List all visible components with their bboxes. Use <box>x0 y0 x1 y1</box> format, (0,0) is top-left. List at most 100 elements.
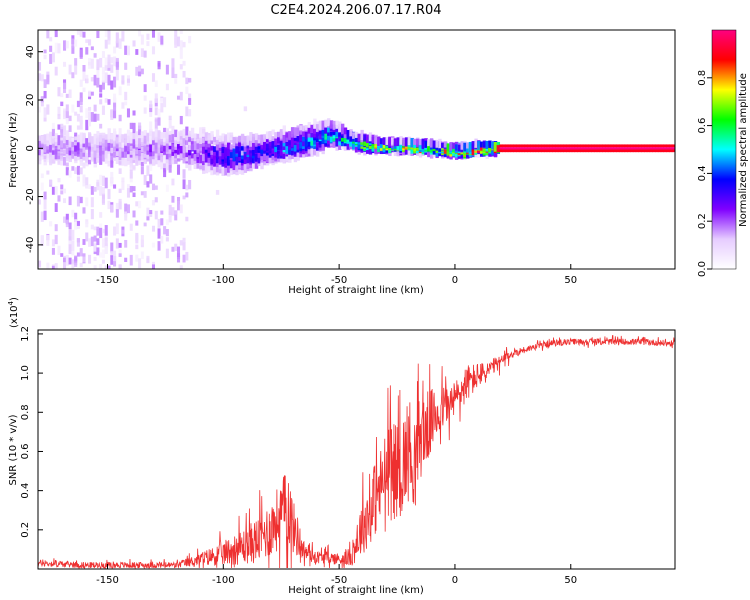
spectrogram-cell <box>318 120 323 131</box>
x-tick-label: 50 <box>564 275 577 286</box>
spectrogram-cell <box>157 130 161 141</box>
spectrogram-cell <box>321 120 325 130</box>
spectrogram-cell <box>324 119 328 128</box>
spectrogram-cell <box>60 190 64 195</box>
spectrogram-cell <box>71 72 75 79</box>
spectrogram-cell <box>252 133 256 144</box>
spectrogram-cell <box>179 115 183 125</box>
spectrogram-cell <box>568 147 573 150</box>
spectrogram-cell <box>90 112 94 122</box>
spectrogram-cell <box>179 150 184 159</box>
spectrogram-cell <box>113 144 117 152</box>
spectrogram-cell <box>549 147 553 150</box>
spectrogram-cell <box>221 148 225 160</box>
spectrogram-cell <box>210 165 214 176</box>
spectrogram-cell <box>207 165 211 173</box>
spectrogram-cell <box>88 106 92 111</box>
spectrogram-cell <box>126 188 130 198</box>
spectrogram-cell <box>49 221 53 227</box>
spectrogram-cell <box>663 149 667 153</box>
spectrogram-cell <box>671 144 675 148</box>
spectrogram-cell <box>149 121 153 131</box>
spectrogram-cell <box>502 147 506 150</box>
spectrogram-cell <box>76 165 80 175</box>
spectrogram-cell <box>129 254 133 266</box>
spectrogram-cell <box>140 161 144 167</box>
spectrogram-cell <box>238 145 242 153</box>
spectrogram-cell <box>79 120 83 130</box>
spectrogram-cell <box>315 124 320 133</box>
spectrogram-cell <box>165 248 169 259</box>
spectrogram-cell <box>149 174 153 184</box>
spectrogram-cell <box>149 129 153 138</box>
spectrogram-cell <box>129 152 134 164</box>
spectrogram-cell <box>165 155 170 164</box>
spectrogram-cell <box>113 56 117 67</box>
spectrogram-cell <box>96 135 100 146</box>
spectrogram-cell <box>74 111 78 116</box>
spectrogram-cell <box>74 136 78 141</box>
spectrogram-cell <box>57 135 61 146</box>
spectrogram-cell <box>176 95 181 100</box>
spectrogram-cell <box>132 150 136 161</box>
spectrogram-cell <box>265 151 270 163</box>
spectrogram-cell <box>74 65 78 75</box>
spectrogram-cell <box>96 152 100 162</box>
spectrogram-cell <box>171 67 175 79</box>
spectrogram-cell <box>132 186 136 192</box>
spectrogram-cell <box>163 130 167 138</box>
spectrogram-cell <box>126 132 131 143</box>
spectrogram-cell <box>185 134 189 141</box>
spectrogram-cell <box>596 149 601 153</box>
spectrogram-cell <box>174 149 178 159</box>
spectrogram-cell <box>168 143 173 150</box>
spectrogram-cell <box>224 152 228 164</box>
spectrogram-cell <box>213 150 217 156</box>
spectrogram-cell <box>541 147 545 150</box>
spectrogram-cell <box>43 90 47 99</box>
spectrogram-cell <box>74 39 78 47</box>
spectrogram-cell <box>43 54 47 60</box>
spectrogram-cell <box>532 147 537 150</box>
spectrogram-cell <box>302 147 306 155</box>
spectrogram-cell <box>185 192 189 198</box>
spectrogram-cell <box>529 147 534 150</box>
spectrogram-cell <box>174 135 178 147</box>
spectrogram-cell <box>54 224 58 232</box>
spectrogram-cell <box>54 66 58 76</box>
spectrogram-cell <box>621 147 626 150</box>
spectrogram-cell <box>76 221 80 226</box>
spectrogram-cell <box>157 143 161 154</box>
spectrogram-cell <box>638 149 642 153</box>
spectrogram-cell <box>149 164 153 171</box>
spectrogram-cell <box>79 248 83 257</box>
spectrogram-cell <box>90 186 94 195</box>
spectrogram-cell <box>613 149 617 153</box>
spectrogram-cell <box>363 134 367 142</box>
spectrogram-cell <box>321 139 325 150</box>
spectrogram-cell <box>160 35 164 45</box>
spectrogram-cell <box>215 165 220 173</box>
spectrogram-cell <box>646 144 651 148</box>
spectrogram-cell <box>157 108 161 118</box>
spectrogram-cell <box>221 133 225 142</box>
spectrogram-cell <box>65 111 69 119</box>
spectrogram-cell <box>68 229 72 241</box>
spectrogram-cell <box>146 41 150 47</box>
x-tick-label: -100 <box>212 575 235 586</box>
spectrogram-cell <box>176 246 181 257</box>
spectrogram-cell <box>101 228 105 234</box>
spectrogram-cell <box>99 227 103 239</box>
spectrogram-cell <box>171 58 175 68</box>
spectrogram-cell <box>252 147 256 156</box>
spectrogram-cell <box>655 149 659 153</box>
spectrogram-cell <box>268 155 273 164</box>
spectrogram-cell <box>229 144 234 150</box>
spectrogram-cell <box>182 142 186 154</box>
snr-y-scale-factor: (x104) <box>7 297 20 328</box>
spectrogram-cell <box>201 145 206 153</box>
spectrogram-cell <box>71 229 75 240</box>
spectrogram-cell <box>99 123 103 129</box>
spectrogram-cell <box>138 125 142 136</box>
spectrogram-cell <box>441 142 445 148</box>
